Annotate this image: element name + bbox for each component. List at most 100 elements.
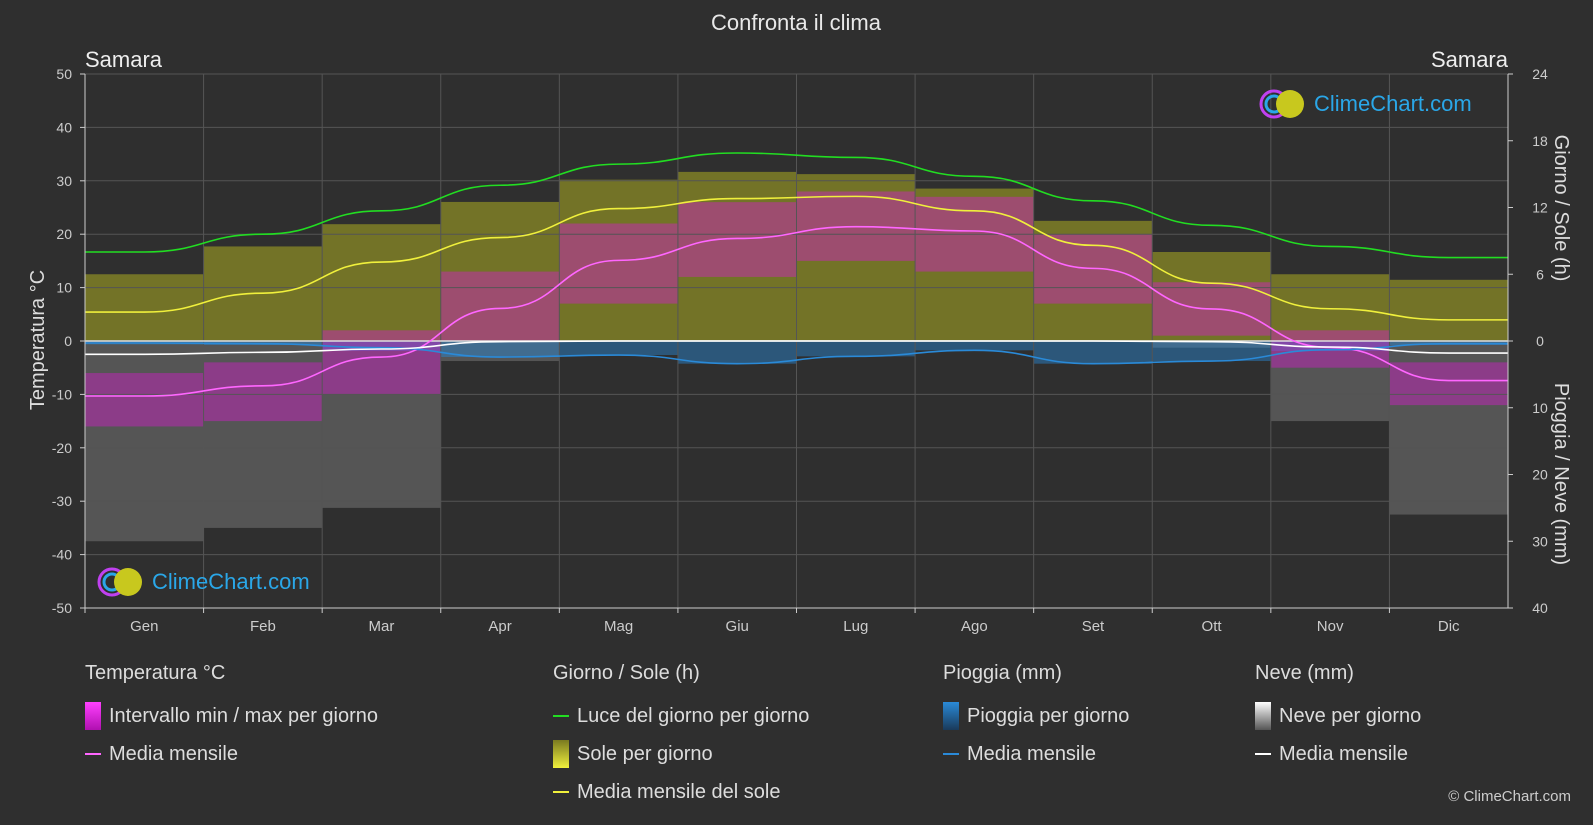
legend-item-snow: Neve per giorno [1255,697,1421,735]
rain-bar [915,341,1034,351]
legend-label: Media mensile [967,742,1096,765]
rain-bar [677,341,797,364]
copyright: © ClimeChart.com [1448,788,1571,805]
snow-bar [322,341,441,508]
x-tick-label: Ago [961,618,988,635]
snow-bar [85,341,204,542]
x-tick-label: Apr [488,618,511,635]
climechart-logo-icon [1259,89,1304,119]
temp-range-bar [677,202,797,277]
y-tick-label-left: -40 [52,547,72,563]
daylight-swatch [553,715,569,717]
legend-snow: Neve (mm) Neve per giorno Media mensile [1255,662,1421,773]
x-tick-label: Feb [250,618,276,635]
y-tick-label-left: 20 [56,226,72,242]
rain-bar [322,341,441,352]
x-tick-label: Gen [130,618,158,635]
chart-title: Confronta il clima [711,10,882,35]
x-tick-label: Nov [1317,618,1344,635]
climate-chart: Confronta il clima Samara Samara 50 40 30 2… [27,10,1572,635]
y-tick-label-left: 10 [56,280,72,296]
legend-item-temp-mean: Media mensile [85,735,378,773]
x-tick-label: Ott [1202,618,1223,635]
rain-bar [1270,341,1390,352]
y-tick-label-right-top: 24 [1532,66,1548,82]
legend-label: Neve per giorno [1279,704,1422,727]
legend-sun-title: Giorno / Sole (h) [553,662,700,684]
legend-label: Media mensile del sole [577,780,781,803]
sun-mean-swatch [553,791,569,793]
temp-range-swatch [85,702,101,730]
axes-layer: 50 40 30 20 10 0 -10 -20 -30 -40 -50 24 18 12 6 0 10 20 30… [52,66,1548,635]
x-tick-label: Mag [604,618,633,635]
y-tick-label-left: 30 [56,173,72,189]
y-tick-label-left: 50 [56,66,72,82]
snow-swatch [1255,702,1271,730]
y-tick-label-right-top: 18 [1532,133,1548,149]
legend-label: Intervallo min / max per giorno [109,704,379,727]
rain-mean-swatch [943,753,959,755]
legend-temperature: Temperatura °C Intervallo min / max per … [85,662,378,773]
legend-item-sun: Sole per giorno [553,735,809,773]
legend-sun: Giorno / Sole (h) Luce del giorno per gi… [553,662,809,811]
y-tick-label-left: -30 [52,493,72,509]
legend-rain-title: Pioggia (mm) [943,662,1062,684]
legend-label: Media mensile [109,742,238,765]
legend-item-temp-range: Intervallo min / max per giorno [85,697,378,735]
y-tick-label-right-top: 0 [1536,333,1544,349]
rain-bar [1033,341,1153,364]
location-left: Samara [85,47,163,72]
y-tick-label-right-bottom: 20 [1532,467,1548,483]
sun-mean-line [85,195,1508,321]
temp-range-bar [85,373,204,427]
snow-bar [1152,341,1271,348]
rain-bar [559,341,678,356]
daylight-line [85,152,1509,259]
y-tick-label-left: -50 [52,600,72,616]
temp-range-bar [559,223,678,304]
sun-bar [1152,252,1271,341]
y-tick-label-right-top: 12 [1532,200,1548,216]
legend-label: Sole per giorno [577,742,713,765]
sun-bar [322,224,441,341]
y-tick-label-right-bottom: 40 [1532,600,1548,616]
sun-bar [796,174,916,341]
logo-text: ClimeChart.com [152,569,310,594]
rain-mean-line [85,342,1508,365]
location-right: Samara [1431,47,1509,72]
temp-range-bar [440,271,560,341]
x-tick-label: Mar [369,618,395,635]
y-axis-left-label: Temperatura °C [27,270,49,410]
legend-item-snow-mean: Media mensile [1255,735,1421,773]
legend-label: Luce del giorno per giorno [577,704,810,727]
sun-swatch [553,740,569,768]
temp-range-bar [322,330,441,395]
daily-bands-layer [85,171,1508,542]
snow-bar [1389,341,1508,515]
climechart-logo-icon [97,567,142,597]
legend-item-rain-mean: Media mensile [943,735,1129,773]
rain-bar [796,341,916,357]
logo-text: ClimeChart.com [1314,91,1472,116]
y-axis-right-top-label: Giorno / Sole (h) [1550,135,1572,282]
x-tick-label: Giu [726,618,749,635]
rain-swatch [943,702,959,730]
legend-label: Pioggia per giorno [967,704,1130,727]
y-tick-label-left: 0 [64,333,72,349]
temp-range-bar [203,362,323,422]
x-tick-label: Set [1082,618,1105,635]
legend-item-daylight: Luce del giorno per giorno [553,697,809,735]
y-tick-label-left: -10 [52,386,72,402]
sun-bar [1270,274,1390,341]
y-tick-label-right-bottom: 30 [1532,533,1548,549]
y-tick-label-right-bottom: 10 [1532,400,1548,416]
x-tick-label: Lug [843,618,868,635]
legend-item-rain: Pioggia per giorno [943,697,1129,735]
y-tick-label-left: -20 [52,440,72,456]
y-tick-label-right-top: 6 [1536,266,1544,282]
legend-item-sun-mean: Media mensile del sole [553,773,809,811]
temp-mean-line [85,225,1508,397]
sun-bar [1389,279,1508,341]
y-axis-right-bottom-label: Pioggia / Neve (mm) [1550,383,1572,565]
legend-temperature-title: Temperatura °C [85,662,226,684]
